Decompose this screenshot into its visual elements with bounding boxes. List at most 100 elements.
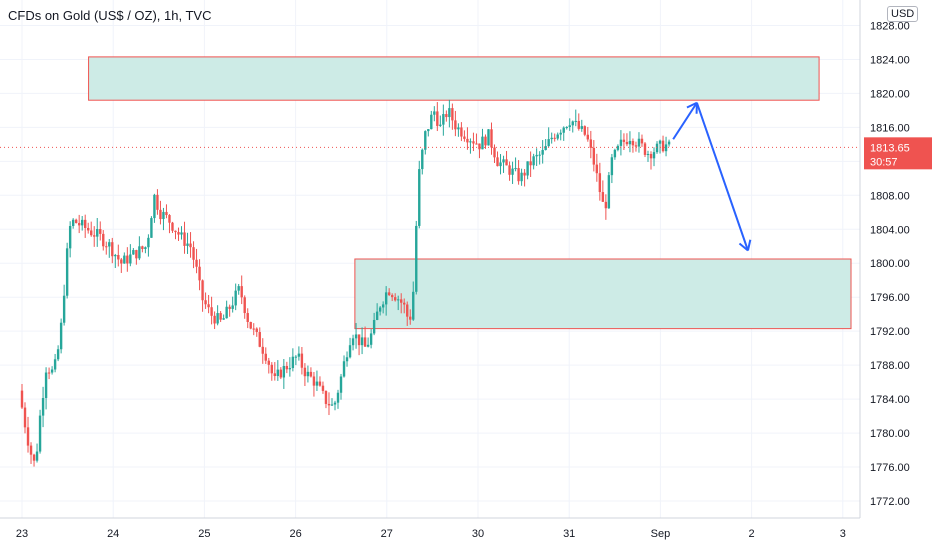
candle-body — [261, 346, 264, 354]
y-tick-label: 1772.00 — [870, 496, 910, 508]
candle-body — [279, 369, 283, 378]
candle-body — [150, 218, 153, 238]
y-tick-label: 1820.00 — [870, 88, 910, 100]
candle-body — [246, 313, 249, 323]
overlay-layer — [0, 101, 860, 252]
candle-body — [321, 385, 325, 391]
candle-body — [219, 313, 222, 320]
candle-body — [44, 372, 48, 399]
candle-body — [71, 219, 75, 227]
x-tick-label: 24 — [107, 528, 119, 540]
candle-body — [216, 313, 219, 324]
candle-body — [29, 445, 33, 455]
candle-body — [360, 337, 364, 346]
candle-body — [625, 141, 629, 145]
y-tick-label: 1824.00 — [870, 54, 910, 66]
candle-body — [111, 242, 114, 257]
candle-body — [433, 111, 436, 115]
y-tick-label: 1792.00 — [870, 326, 910, 338]
candle-body — [35, 451, 39, 461]
candle-body — [129, 254, 132, 264]
candle-body — [336, 392, 340, 403]
y-tick-label: 1776.00 — [870, 462, 910, 474]
candle-body — [451, 108, 454, 121]
candle-body — [526, 161, 529, 176]
current-price-label: 1813.65 — [870, 142, 910, 154]
candle-body — [144, 247, 147, 250]
y-tick-label: 1796.00 — [870, 292, 910, 304]
candle-body — [288, 368, 292, 370]
candle-body — [231, 305, 234, 309]
candle-body — [306, 371, 310, 377]
candle-body — [123, 255, 126, 264]
candle-body — [381, 304, 385, 308]
x-tick-label: 2 — [749, 528, 755, 540]
candle-body — [628, 140, 632, 145]
candle-body — [192, 247, 195, 260]
candle-body — [309, 371, 313, 377]
candle-body — [478, 143, 481, 150]
candle-body — [171, 222, 174, 231]
y-tick-label: 1804.00 — [870, 224, 910, 236]
candle-body — [213, 315, 216, 324]
candle-body — [463, 136, 466, 139]
candle-body — [318, 381, 322, 386]
candle-body — [637, 138, 641, 147]
candle-body — [153, 194, 156, 219]
candle-body — [345, 357, 349, 362]
candle-body — [457, 127, 460, 130]
currency-badge[interactable]: USD — [887, 6, 919, 22]
candle-body — [243, 297, 246, 314]
candle-body — [342, 361, 346, 377]
candle-body — [580, 126, 583, 129]
candle-body — [607, 175, 611, 209]
y-tick-label: 1828.00 — [870, 20, 910, 32]
candle-body — [77, 222, 81, 226]
candle-body — [56, 349, 60, 360]
candle-body — [640, 138, 644, 144]
candle-body — [366, 344, 370, 347]
candle-body — [369, 333, 373, 345]
candle-body — [204, 300, 207, 305]
x-tick-label: 27 — [381, 528, 393, 540]
candle-body — [436, 111, 439, 126]
projection-arrow-segment — [672, 102, 698, 140]
candle-body — [511, 168, 514, 175]
candle-body — [493, 147, 496, 158]
price-tag-bg — [864, 137, 932, 170]
candle-body — [120, 259, 123, 264]
candle-body — [460, 127, 463, 137]
candle-body — [538, 154, 541, 156]
candle-body — [357, 334, 361, 346]
candle-body — [556, 134, 559, 139]
candle-body — [195, 259, 198, 267]
candle-body — [541, 149, 544, 155]
candle-body — [348, 345, 352, 358]
x-tick-label: 31 — [563, 528, 575, 540]
candle-body — [655, 143, 659, 153]
candle-body — [147, 237, 150, 248]
candle-body — [634, 145, 638, 147]
candle-body — [601, 192, 605, 202]
candle-body — [544, 146, 547, 150]
candle-body — [523, 172, 526, 176]
candle-body — [303, 367, 307, 377]
candle-body — [26, 427, 30, 446]
arrow-head — [746, 239, 752, 251]
candle-body — [132, 250, 135, 255]
candle-body — [595, 164, 599, 174]
candle-body — [390, 295, 394, 298]
x-tick-label: 25 — [198, 528, 210, 540]
candle-body — [294, 356, 298, 358]
candle-body — [406, 304, 409, 317]
candle-body — [613, 149, 617, 158]
candle-body — [403, 302, 406, 305]
candle-body — [375, 311, 379, 320]
candle-body — [255, 328, 258, 333]
candle-body — [397, 299, 400, 301]
candle-body — [108, 242, 111, 247]
y-tick-label: 1780.00 — [870, 428, 910, 440]
candle-body — [234, 290, 237, 306]
candle-body — [80, 219, 84, 226]
candle-body — [165, 211, 168, 216]
